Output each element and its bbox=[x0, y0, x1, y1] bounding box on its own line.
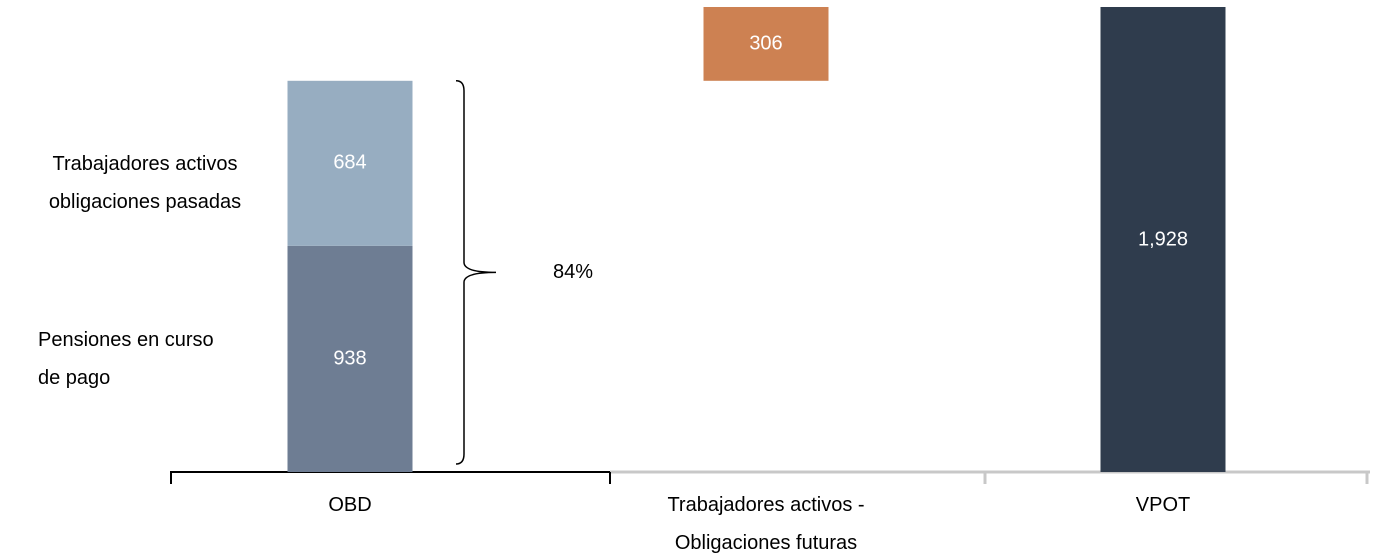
value-label: 306 bbox=[749, 32, 783, 55]
annotation: 84% bbox=[553, 261, 594, 284]
value-label: 1,928 bbox=[1137, 228, 1189, 250]
bar-segment bbox=[1100, 7, 1226, 472]
bar-segment bbox=[287, 80, 413, 246]
value-label: 938 bbox=[333, 347, 367, 370]
series-label: Trabajadores activos obligaciones pasada… bbox=[48, 153, 242, 214]
x-tick-label: OBD bbox=[328, 494, 372, 516]
bar-segment bbox=[287, 245, 413, 472]
x-tick-label: Trabajadores activos - Obligaciones futu… bbox=[667, 494, 865, 553]
bar-segment bbox=[703, 7, 829, 81]
series-label: Pensiones en curso de pago bbox=[38, 328, 214, 389]
x-tick-label: VPOT bbox=[1135, 494, 1191, 516]
brace bbox=[455, 80, 497, 465]
value-label: 684 bbox=[333, 151, 367, 174]
